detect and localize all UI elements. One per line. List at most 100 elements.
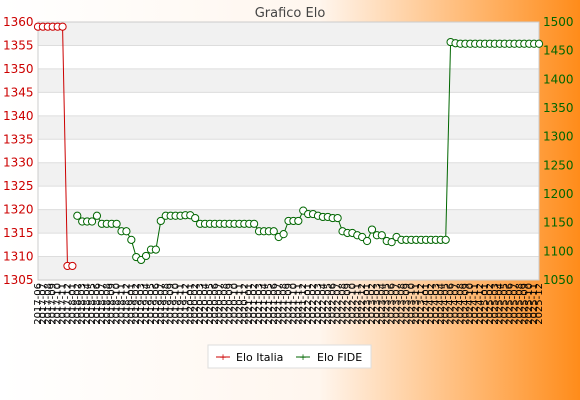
- x-tick-label: 2025-07: [509, 283, 520, 325]
- x-tick-label: 2024-05: [441, 283, 452, 325]
- x-tick-label: 2024-04: [436, 283, 447, 325]
- x-tick-label: 2018-09: [107, 283, 118, 325]
- x-tick-label: 2021-09: [284, 283, 295, 325]
- x-tick-label: 2021-03: [254, 283, 265, 325]
- data-point: [534, 39, 544, 48]
- x-tick-label: 2024-10: [465, 283, 476, 325]
- x-tick-label: 2022-01: [303, 283, 314, 325]
- x-tick-label: 2021-12: [298, 283, 309, 325]
- plot-area: [38, 22, 539, 280]
- x-tick-label: 2025-12: [534, 283, 545, 325]
- data-point: [191, 213, 200, 223]
- data-point: [279, 230, 288, 239]
- x-tick-label: 2022-10: [347, 283, 358, 325]
- x-tick-label: 2023-10: [406, 283, 417, 325]
- y-right-tick-label: 1500: [543, 15, 574, 29]
- x-tick-label: 2019-07: [156, 283, 167, 325]
- data-point: [441, 235, 450, 244]
- x-tick-label: 2023-03: [372, 283, 383, 325]
- x-tick-label: 2022-02: [308, 283, 319, 325]
- x-tick-label: 2025-10: [524, 283, 535, 325]
- x-tick-label: 2020-08: [220, 283, 231, 325]
- data-point: [87, 217, 97, 226]
- x-tick-label: 2022-12: [357, 283, 368, 325]
- x-tick-label: 2021-07: [274, 283, 285, 325]
- data-point: [367, 225, 377, 234]
- x-tick-label: 2022-09: [342, 283, 353, 325]
- x-tick-label: 2023-09: [401, 283, 412, 325]
- x-tick-label: 2019-04: [141, 283, 152, 325]
- x-tick-label: 2017-10: [53, 283, 64, 325]
- x-tick-label: 2019-11: [175, 283, 186, 325]
- x-tick-label: 2023-04: [377, 283, 388, 325]
- x-tick-label: 2025-05: [500, 283, 511, 325]
- x-tick-label: 2024-09: [460, 283, 471, 325]
- x-tick-label: 2024-03: [431, 283, 442, 325]
- x-tick-label: 2017-06: [33, 283, 44, 325]
- x-tick-label: 2023-08: [396, 283, 407, 325]
- y-right-tick-label: 1150: [543, 216, 574, 230]
- x-tick-label: 2025-02: [485, 283, 496, 325]
- grid-band: [38, 68, 539, 93]
- y-left-tick-label: 1305: [3, 273, 34, 287]
- legend: + Elo Italia + Elo FIDE: [207, 344, 372, 369]
- y-right-tick-label: 1300: [543, 130, 574, 144]
- x-tick-label: 2018-08: [102, 283, 113, 325]
- x-tick-label: 2024-02: [426, 283, 437, 325]
- data-point: [362, 236, 372, 246]
- x-tick-label: 2019-06: [151, 283, 162, 325]
- grid-band: [38, 162, 539, 187]
- x-tick-label: 2019-03: [136, 283, 147, 325]
- x-tick-label: 2020-09: [225, 283, 236, 325]
- x-tick-label: 2021-11: [293, 283, 304, 325]
- x-tick-label: 2020-06: [210, 283, 221, 325]
- data-point: [250, 219, 259, 228]
- x-tick-label: 2017-08: [43, 283, 54, 325]
- data-point: [122, 227, 131, 236]
- y-left-tick-label: 1310: [3, 250, 34, 264]
- x-tick-label: 2018-02: [72, 283, 83, 325]
- chart-title: Grafico Elo: [255, 6, 326, 21]
- data-point: [269, 227, 278, 236]
- x-tick-label: 2017-12: [62, 283, 73, 325]
- x-tick-label: 2018-10: [112, 283, 123, 325]
- x-tick-label: 2024-12: [475, 283, 486, 325]
- x-tick-label: 2021-05: [264, 283, 275, 325]
- x-tick-label: 2023-12: [416, 283, 427, 325]
- x-tick-label: 2019-10: [171, 283, 182, 325]
- x-tick-label: 2020-10: [229, 283, 240, 325]
- x-tick-label: 2025-04: [495, 283, 506, 325]
- x-tick-label: 2018-03: [77, 283, 88, 325]
- x-tick-label: 2019-08: [161, 283, 172, 325]
- y-left-tick-label: 1325: [3, 179, 34, 193]
- data-point: [141, 251, 151, 261]
- y-right-tick-label: 1400: [543, 72, 574, 86]
- x-tick-label: 2022-11: [352, 283, 363, 325]
- x-tick-label: 2020-11: [234, 283, 245, 325]
- x-tick-label: 2024-08: [455, 283, 466, 325]
- x-tick-label: 2018-04: [82, 283, 93, 325]
- x-tick-label: 2017-07: [38, 283, 49, 325]
- x-tick-label: 2019-05: [146, 283, 157, 325]
- x-tick-label: 2021-04: [259, 283, 270, 325]
- x-tick-label: 2018-07: [97, 283, 108, 325]
- x-tick-label: 2018-06: [92, 283, 103, 325]
- x-tick-label: 2018-11: [117, 283, 128, 325]
- x-tick-label: 2018-05: [87, 283, 98, 325]
- data-point: [68, 261, 77, 271]
- y-right-tick-label: 1050: [543, 273, 574, 287]
- y-left-tick-label: 1355: [3, 38, 34, 52]
- x-tick-label: 2020-04: [200, 283, 211, 325]
- x-tick-label: 2025-08: [514, 283, 525, 325]
- x-tick-label: 2025-11: [529, 283, 540, 325]
- y-left-tick-label: 1340: [3, 109, 34, 123]
- data-point: [92, 211, 102, 220]
- x-tick-label: 2019-01: [126, 283, 137, 325]
- y-right-tick-label: 1450: [543, 44, 574, 58]
- x-tick-label: 2021-02: [249, 283, 260, 325]
- x-tick-label: 2022-06: [328, 283, 339, 325]
- data-point: [294, 216, 303, 226]
- data-point: [151, 245, 160, 254]
- y-right-tick-label: 1100: [543, 244, 574, 258]
